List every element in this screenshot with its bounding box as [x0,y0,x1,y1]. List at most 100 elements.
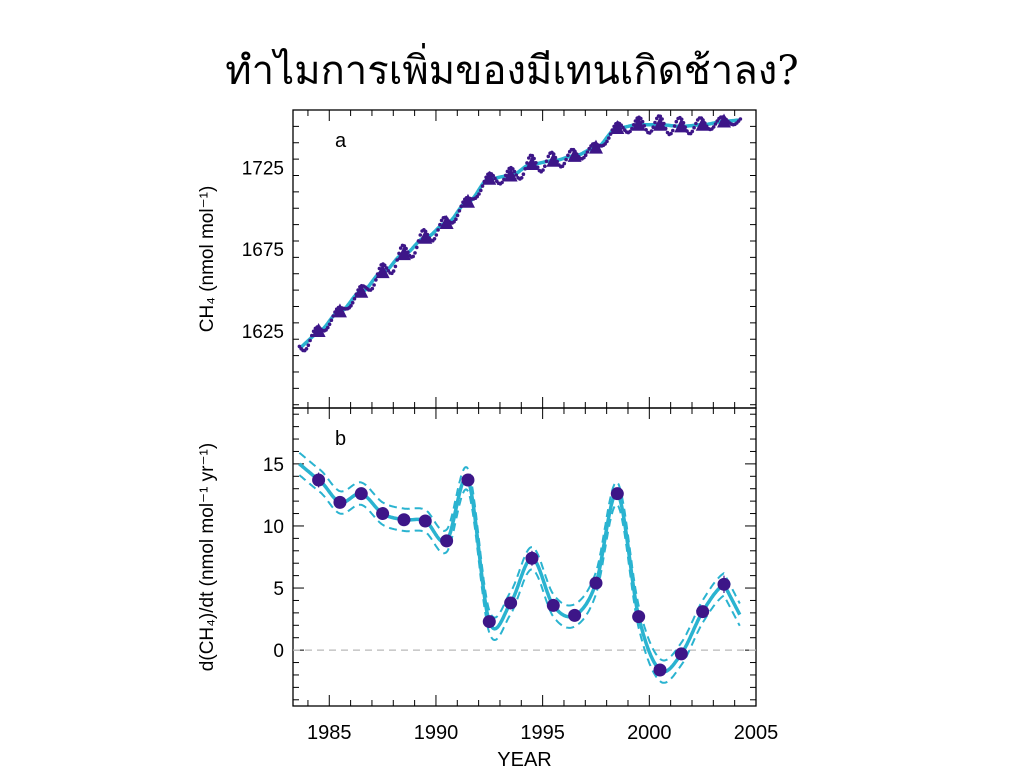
monthly-point [438,222,442,227]
annual-mean-marker [546,152,561,167]
annual-mean-marker [716,113,731,128]
annual-growth-marker [610,487,624,501]
monthly-point [651,125,655,129]
monthly-point [512,169,517,174]
monthly-point [452,220,456,224]
monthly-point [418,233,423,237]
monthly-point [350,300,355,305]
panel-a-label: a [335,130,347,152]
x-axis: 1985 1990 1995 2000 2005 YEAR [307,722,778,768]
monthly-point [411,254,416,259]
annual-growth-marker [418,514,432,528]
slide-title: ทำไมการเพิ่มของมีเทนเกิดช้าลง? [225,48,799,94]
monthly-point [413,251,417,255]
y-tick-label: 1725 [242,158,284,179]
monthly-point [479,188,483,193]
monthly-point [454,217,458,221]
annual-mean-marker [503,167,518,182]
monthly-point [530,153,535,158]
monthly-point [521,172,526,176]
monthly-point [370,286,375,291]
monthly-point [560,164,565,168]
monthly-point [500,180,504,185]
annual-growth-marker [653,663,667,677]
monthly-point [352,296,357,301]
monthly-point [621,125,625,130]
annual-growth-marker [632,610,646,624]
y-tick-label: 10 [263,517,284,538]
annual-mean-marker [375,264,390,279]
y-tick-label: 5 [273,579,284,600]
x-tick-label: 1990 [414,722,459,744]
monthly-point [372,283,376,287]
monthly-point [306,343,311,348]
monthly-point [674,119,679,124]
monthly-point [525,161,529,165]
monthly-point [455,213,460,218]
monthly-point [711,125,716,129]
monthly-point [564,157,568,162]
monthly-point [694,121,698,126]
monthly-point [669,131,673,136]
panel-b: 0 5 10 15 b d(CH₄)/dt (nmol mol⁻¹ yr⁻¹) [197,407,757,707]
annual-growth-marker [696,605,710,619]
annual-mean-marker [418,229,433,244]
monthly-point [541,168,545,172]
annual-growth-marker [312,473,326,487]
monthly-point [658,114,663,119]
annual-mean-marker [482,170,497,185]
annual-growth-marker [525,551,539,565]
monthly-points [297,114,743,353]
monthly-point [475,194,480,199]
monthly-point [671,128,675,133]
annual-mean-marker [631,116,646,131]
monthly-point [415,245,419,250]
monthly-point [457,209,462,213]
monthly-point [690,129,695,134]
annual-mean-marker [567,147,582,162]
annual-mean-marker [610,120,625,135]
x-tick-label: 2000 [627,722,672,744]
annual-mean-marker [460,193,475,208]
monthly-point [543,164,547,168]
monthly-point [519,176,524,180]
monthly-point [546,154,551,159]
annual-mean-marker [439,214,454,229]
annual-growth-marker [717,577,731,591]
monthly-point [587,146,591,151]
monthly-point [308,338,312,343]
x-tick-label: 1995 [520,722,565,744]
monthly-point [603,142,607,146]
annual-growth-marker [461,473,475,487]
annual-mean-marker [674,118,689,133]
y-tick-label: 1625 [242,322,284,343]
monthly-point [349,304,353,308]
x-axis-label: YEAR [497,749,551,768]
monthly-point [327,322,332,327]
annual-mean-marker [332,303,347,318]
x-tick-label: 1985 [307,722,352,744]
panel-b-frame [292,407,757,707]
trend-line [298,118,740,351]
annual-mean-marker [695,116,710,131]
panel-a: 1625 1675 1725 a CH₄ (nmol mol⁻¹) [197,109,757,409]
annual-mean-marker [354,283,369,298]
monthly-point [432,237,437,241]
monthly-point [382,263,387,268]
annual-mean-marker [588,139,603,154]
lower-uncertainty-line [298,474,741,684]
panel-b-label: b [335,428,346,450]
y-tick-label: 0 [273,641,284,662]
monthly-point [566,153,570,158]
y-tick-label: 1675 [242,240,284,261]
annual-growth-marker [482,615,496,629]
monthly-point [653,120,657,125]
upper-uncertainty-line [298,451,741,662]
monthly-point [649,129,654,133]
monthly-point [398,246,403,250]
monthly-point [480,184,485,188]
annual-growth-marker [333,495,347,509]
annual-growth-marker [546,598,560,612]
monthly-point [304,347,309,351]
